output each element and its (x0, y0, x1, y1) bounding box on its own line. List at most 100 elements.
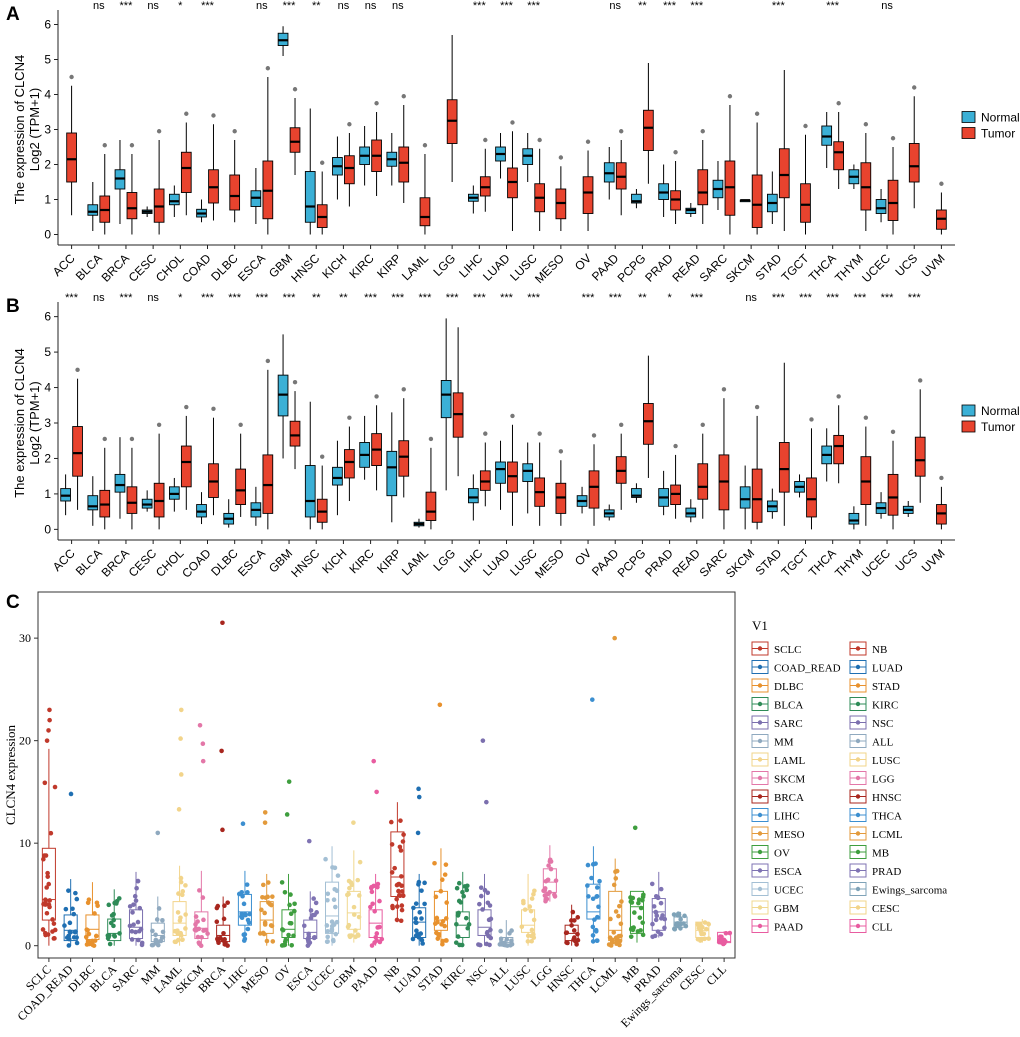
legend-key-dot (855, 868, 861, 873)
x-tick-label: BLCA (73, 251, 105, 283)
data-point (419, 937, 425, 943)
normal-box (332, 466, 343, 486)
legend-key-dot (757, 701, 763, 707)
data-point (477, 942, 483, 948)
data-point (150, 928, 155, 934)
legend-label: UCEC (774, 885, 803, 897)
legend-label: BLCA (774, 700, 803, 712)
legend-key-dot (855, 683, 861, 688)
normal-box (304, 171, 316, 223)
significance-label: *** (853, 292, 867, 304)
data-point (369, 884, 374, 890)
data-point (594, 885, 600, 890)
panel-label: A (6, 4, 20, 25)
x-tick-label: MESO (532, 251, 567, 286)
data-point (312, 935, 317, 941)
outlier-point (437, 702, 443, 708)
outlier-point (155, 830, 161, 836)
data-point (672, 926, 678, 932)
x-tick-label: SARC (697, 251, 731, 285)
data-point (117, 931, 122, 936)
data-point (325, 897, 330, 903)
data-point (569, 923, 574, 928)
normal-box (168, 193, 180, 206)
box (237, 893, 252, 926)
data-point (456, 898, 462, 904)
tumor-box (751, 468, 763, 523)
significance-label: ns (256, 0, 268, 12)
data-point (94, 900, 100, 906)
data-point (243, 912, 248, 918)
data-point (109, 913, 115, 918)
data-point (629, 926, 634, 932)
outlier-point (220, 620, 225, 626)
outlier-point (863, 415, 869, 420)
x-tick-label: UCEC (859, 251, 893, 285)
data-point (259, 907, 264, 913)
legend-label: STAD (872, 681, 900, 693)
data-point (498, 928, 503, 934)
data-point (398, 918, 404, 924)
data-point (220, 938, 226, 943)
outlier-point (374, 789, 379, 795)
data-point (133, 898, 139, 903)
data-point (477, 901, 482, 907)
data-point (619, 899, 624, 904)
data-point (74, 940, 80, 946)
data-point (575, 931, 580, 937)
data-point (264, 938, 270, 944)
normal-box (386, 450, 398, 497)
data-point (139, 942, 145, 948)
box (41, 847, 56, 921)
legend-label: SCLC (774, 644, 802, 656)
data-point (52, 784, 58, 790)
data-point (531, 935, 537, 940)
legend-label: KIRC (872, 700, 898, 712)
data-point (594, 894, 599, 899)
x-tick-label: BRCA (99, 251, 132, 284)
outlier-point (184, 111, 189, 116)
x-tick-label: STAD (753, 546, 785, 578)
data-point (702, 920, 708, 925)
data-point (351, 912, 357, 917)
legend-label: GBM (774, 903, 799, 915)
data-point (466, 922, 472, 927)
outlier-point (200, 758, 206, 764)
outlier-point (265, 358, 271, 364)
outlier-point (890, 136, 896, 141)
x-tick-label: THCA (806, 546, 839, 579)
box (325, 881, 340, 934)
x-tick-label: SKCM (723, 546, 757, 580)
data-point (73, 929, 78, 934)
tumor-box (582, 176, 594, 214)
x-tick-label: THCA (806, 251, 839, 284)
data-point (242, 936, 248, 942)
x-tick-label: LGG (430, 546, 458, 574)
data-point (399, 889, 405, 894)
significance-label: *** (772, 0, 786, 12)
data-point (70, 906, 75, 912)
data-point (413, 920, 419, 925)
data-point (718, 938, 724, 944)
y-axis-title: CLCN4 expression (3, 724, 18, 825)
data-point (454, 885, 460, 891)
significance-label: ** (312, 0, 321, 12)
outlier-point (483, 137, 488, 143)
outlier-point (912, 85, 917, 90)
legend-label: ESCA (774, 866, 802, 878)
data-point (333, 904, 338, 910)
significance-label: ns (745, 292, 757, 304)
data-point (47, 904, 52, 910)
significance-label: * (667, 292, 672, 304)
data-point (564, 940, 569, 945)
x-tick-label: DLBC (208, 546, 241, 579)
data-point (156, 906, 162, 911)
data-point (266, 900, 271, 905)
data-point (671, 912, 677, 917)
data-point (456, 910, 461, 916)
y-axis-subtitle: Log2 (TPM+1) (27, 88, 42, 171)
normal-box (522, 463, 534, 482)
legend-label: LAML (774, 755, 805, 767)
data-point (265, 894, 270, 900)
significance-label: *** (65, 292, 79, 304)
